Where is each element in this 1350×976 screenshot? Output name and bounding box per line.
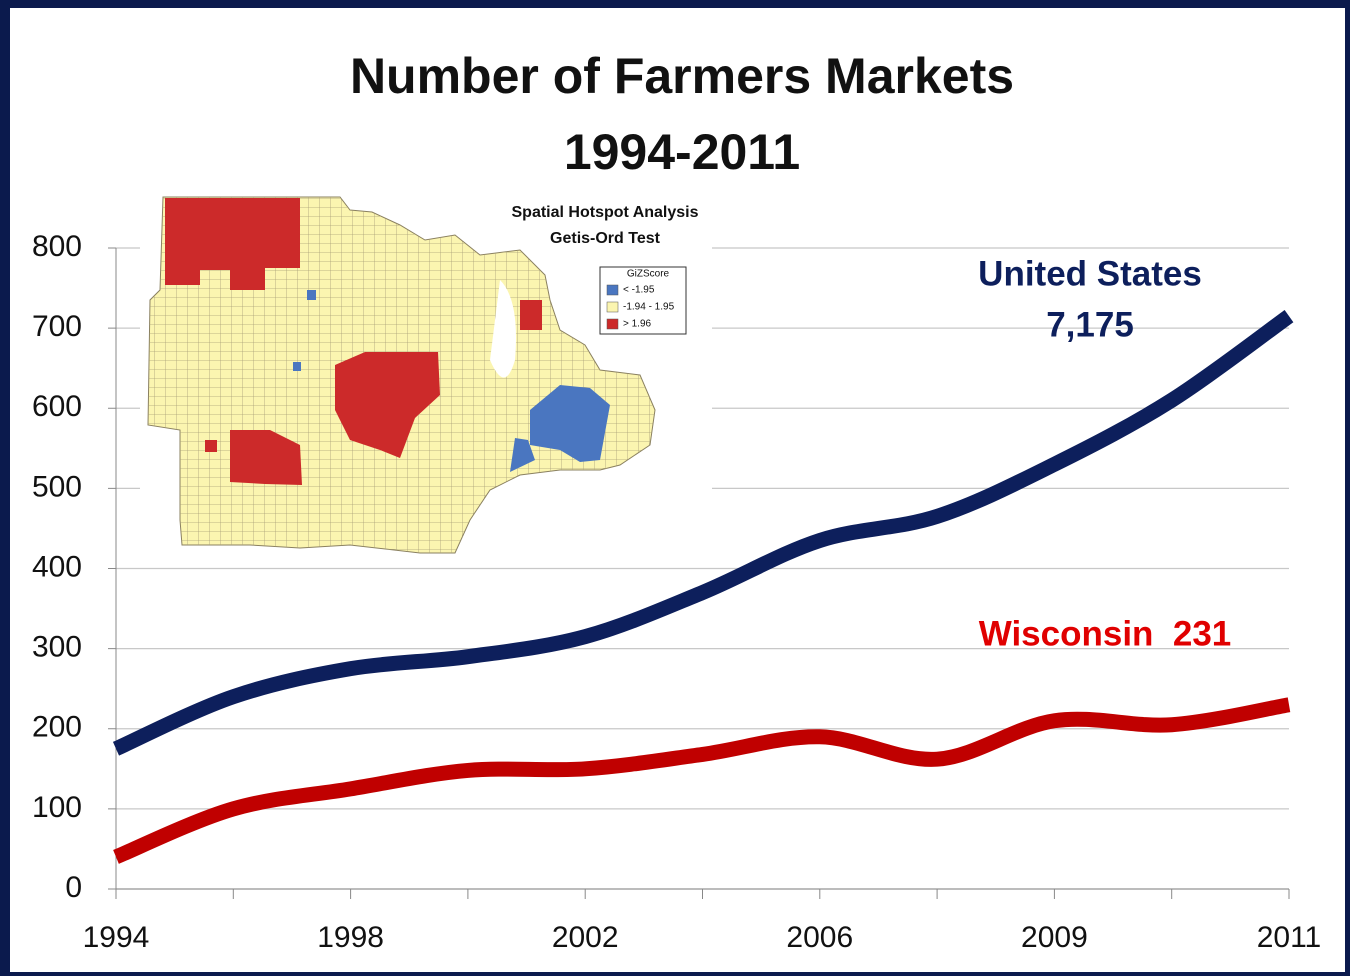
hotspot [230,430,302,485]
coldspot [307,290,316,300]
coldspot [293,362,301,371]
inset-legend-label: -1.94 - 1.95 [623,302,675,313]
lake [490,280,516,378]
chart-title: Number of Farmers Markets [350,48,1014,104]
y-tick-label: 100 [32,791,82,824]
y-tick-label: 500 [32,470,82,503]
map-inset: Spatial Hotspot Analysis Getis-Ord Test … [140,193,712,558]
hotspot [520,300,542,330]
inset-title: Spatial Hotspot Analysis [512,204,699,221]
annotation: United States [978,254,1202,293]
x-tick-label: 1994 [83,921,150,954]
hotspot [165,198,300,290]
inset-subtitle: Getis-Ord Test [550,230,661,247]
inset-legend-label: < -1.95 [623,285,655,296]
inset-legend-title: GiZScore [627,269,670,280]
inset-legend-label: > 1.96 [623,319,652,330]
y-tick-label: 200 [32,711,82,744]
annotation: 7,175 [1046,305,1134,344]
y-tick-label: 600 [32,390,82,423]
y-tick-label: 400 [32,550,82,583]
inset-legend-swatch [606,284,619,296]
inset-legend-swatch [606,301,619,313]
inset-legend-swatch [606,318,619,330]
x-tick-label: 2009 [1021,921,1088,954]
y-tick-label: 700 [32,310,82,343]
x-tick-label: 1998 [317,921,384,954]
y-tick-label: 0 [65,871,82,904]
x-tick-label: 2002 [552,921,619,954]
y-tick-label: 300 [32,631,82,664]
coldspot [530,385,610,462]
chart-subtitle: 1994-2011 [564,124,800,180]
annotation: Wisconsin 231 [979,614,1232,653]
x-tick-label: 2006 [786,921,853,954]
coldspot [510,438,535,472]
x-tick-label: 2011 [1257,921,1322,954]
hotspot [205,440,217,452]
series-line [112,310,1294,756]
series-line [113,697,1291,864]
plot: United States 7,175 Wisconsin 231 [112,254,1294,864]
hotspot [335,352,440,458]
y-tick-label: 800 [32,230,82,263]
